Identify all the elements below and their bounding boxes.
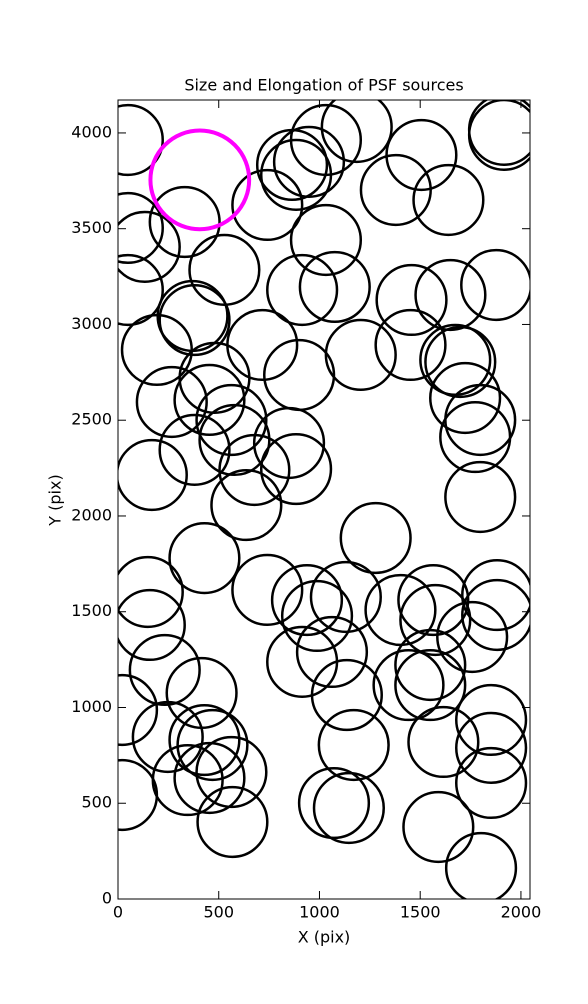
source-circle xyxy=(280,579,354,653)
source-circle xyxy=(414,258,487,332)
source-circle xyxy=(178,341,251,414)
source-circle xyxy=(196,785,269,859)
source-circle xyxy=(266,253,339,327)
source-circle xyxy=(297,766,371,840)
y-axis-label: Y (pix) xyxy=(46,474,65,526)
source-circle xyxy=(173,741,246,815)
source-circle xyxy=(298,250,371,324)
source-circle xyxy=(397,563,470,637)
source-circle xyxy=(412,163,485,237)
source-circle xyxy=(135,365,208,439)
source-circle xyxy=(188,233,261,306)
source-circle xyxy=(455,711,528,784)
source-circle xyxy=(118,555,184,629)
source-circle xyxy=(231,168,304,242)
y-tick-label: 3000 xyxy=(71,314,112,333)
source-circle xyxy=(312,771,385,845)
source-circle xyxy=(399,583,472,657)
source-circle xyxy=(374,308,447,382)
source-circle xyxy=(467,100,530,166)
x-tick-label: 2000 xyxy=(501,903,542,922)
source-circle xyxy=(168,703,241,777)
source-circle xyxy=(195,383,268,457)
source-circle xyxy=(259,432,333,506)
source-circle xyxy=(309,560,382,634)
y-tick-label: 1500 xyxy=(71,601,112,620)
y-tick-label: 1000 xyxy=(71,697,112,716)
source-circle xyxy=(467,100,530,171)
x-axis-label: X (pix) xyxy=(298,928,351,947)
plot-area xyxy=(118,100,530,899)
chart-title: Size and Elongation of PSF sources xyxy=(184,76,463,95)
source-circle xyxy=(158,413,231,487)
source-circle xyxy=(131,700,204,774)
source-circle xyxy=(198,403,271,477)
source-circle xyxy=(460,248,530,322)
source-circle xyxy=(444,460,517,534)
source-circle xyxy=(118,673,159,747)
y-tick-label: 0 xyxy=(102,889,112,908)
source-circle xyxy=(118,210,181,283)
source-circle xyxy=(272,125,346,198)
source-circle xyxy=(394,628,467,702)
source-circle xyxy=(461,558,530,632)
source-circle xyxy=(394,648,467,722)
source-circle xyxy=(429,361,502,435)
source-circle xyxy=(168,521,241,595)
y-tick-label: 3500 xyxy=(71,218,112,237)
source-circle xyxy=(444,831,518,899)
x-tick-label: 0 xyxy=(113,903,123,922)
source-circle xyxy=(289,203,363,277)
source-circle xyxy=(118,758,159,832)
source-circle xyxy=(295,615,369,689)
source-circle xyxy=(118,588,186,662)
source-circle xyxy=(158,283,231,357)
x-tick-label: 1500 xyxy=(400,903,441,922)
source-circle xyxy=(407,705,480,779)
source-circle xyxy=(118,438,188,512)
source-circle xyxy=(173,363,246,437)
source-circle xyxy=(455,683,528,757)
source-circle xyxy=(339,501,412,575)
source-circle xyxy=(310,658,383,732)
source-circle xyxy=(455,746,528,820)
source-circle xyxy=(263,338,336,412)
x-tick-label: 1000 xyxy=(299,903,340,922)
x-tick-label: 500 xyxy=(203,903,234,922)
source-circle xyxy=(176,708,249,782)
axes-frame xyxy=(117,99,531,900)
source-circle xyxy=(289,103,363,177)
source-circle xyxy=(270,563,344,637)
source-circle xyxy=(320,100,393,164)
source-circle xyxy=(372,648,445,722)
source-circle xyxy=(375,263,448,337)
source-circle xyxy=(461,578,530,652)
source-circle xyxy=(402,790,475,864)
source-circle xyxy=(118,103,164,177)
source-circle xyxy=(385,118,458,192)
source-circle xyxy=(148,128,252,232)
y-tick-label: 500 xyxy=(81,793,112,812)
source-circle xyxy=(439,400,512,474)
source-circle xyxy=(424,325,497,399)
source-circle xyxy=(118,253,164,327)
y-tick-label: 2000 xyxy=(71,505,112,524)
source-circle xyxy=(210,468,283,542)
source-circle xyxy=(195,735,268,809)
source-circle xyxy=(231,553,304,626)
source-circle xyxy=(324,318,397,392)
source-circle xyxy=(148,185,221,259)
source-circle xyxy=(317,708,390,782)
source-circle xyxy=(128,633,201,707)
y-tick-label: 4000 xyxy=(71,122,112,141)
y-tick-label: 2500 xyxy=(71,410,112,429)
source-circle xyxy=(359,153,432,227)
source-circle xyxy=(118,191,164,265)
source-circle xyxy=(436,600,509,674)
